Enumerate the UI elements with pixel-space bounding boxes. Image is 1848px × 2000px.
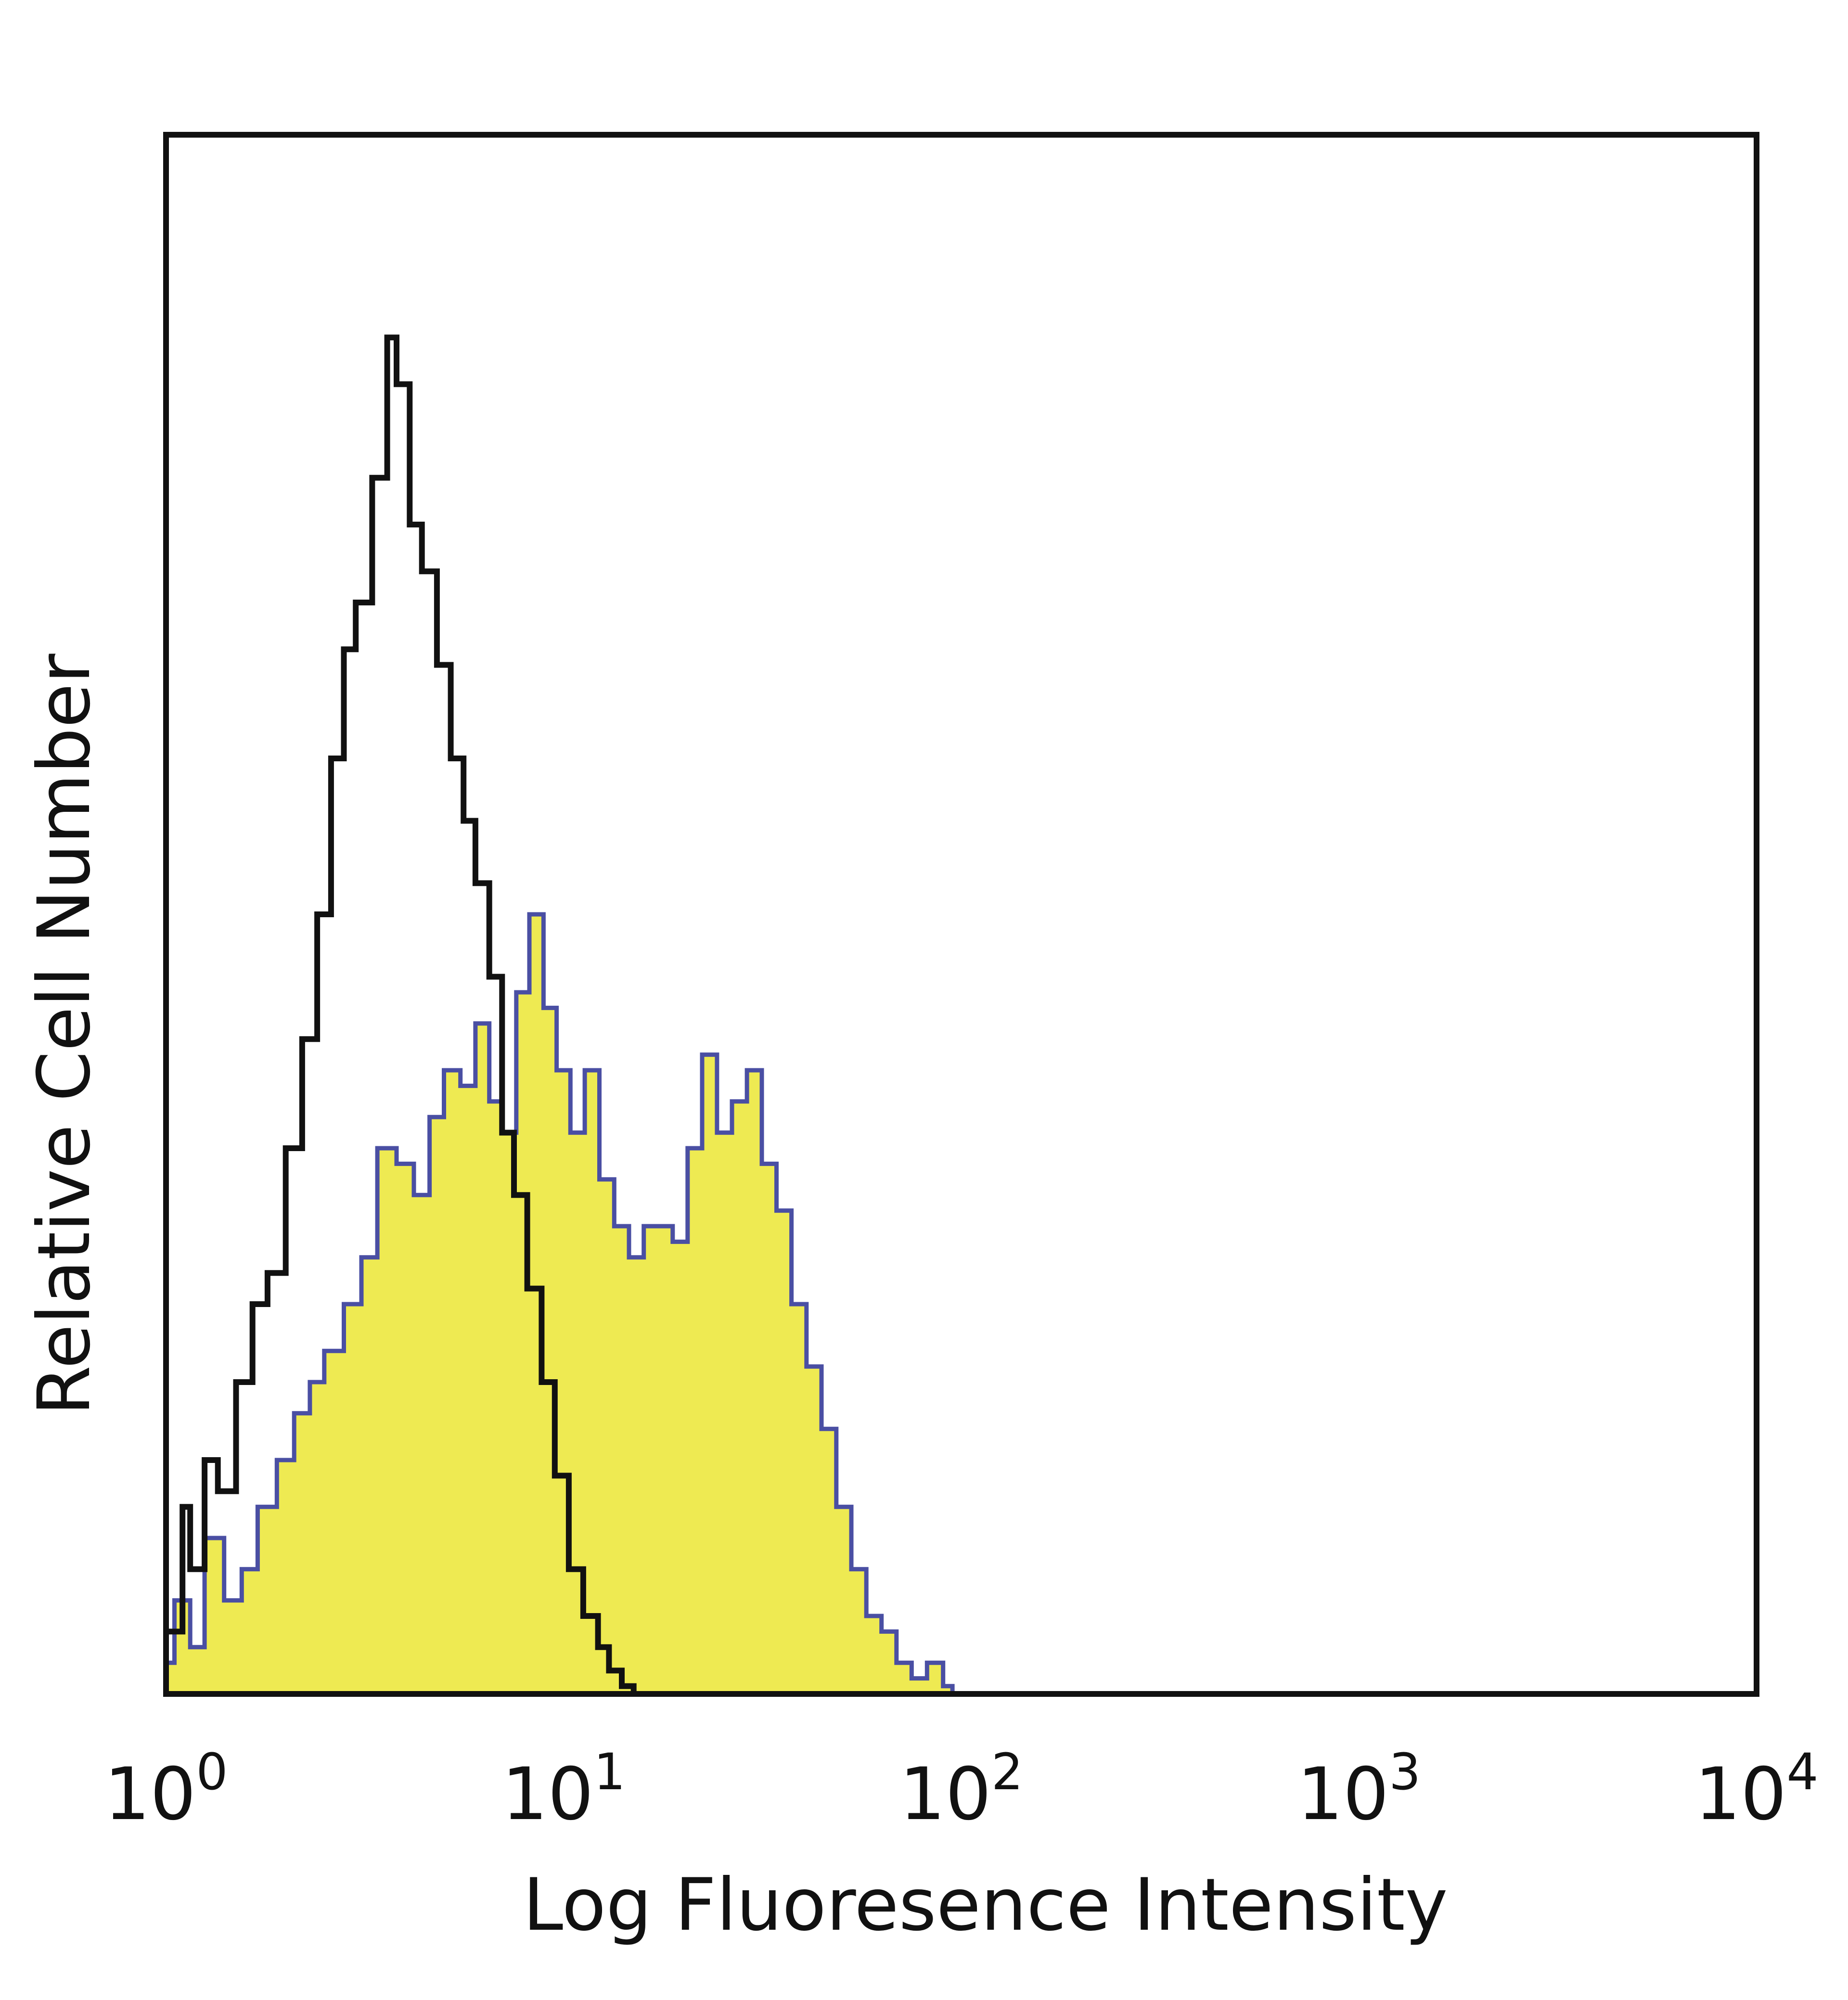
x-axis-ticks: 100 101 102 103 104: [104, 1743, 1818, 1836]
plot-area: [166, 334, 955, 1694]
y-axis-label: Relative Cell Number: [23, 654, 106, 1416]
x-tick-base: 10: [104, 1753, 196, 1836]
histogram-outline-series-1: [166, 912, 955, 1694]
x-tick-base: 10: [502, 1753, 594, 1836]
x-tick-label: 101: [502, 1743, 626, 1836]
x-tick-exponent: 3: [1389, 1743, 1421, 1801]
x-tick-label: 103: [1297, 1743, 1421, 1836]
x-tick-label: 104: [1694, 1743, 1818, 1836]
x-axis-label: Log Fluoresence Intensity: [523, 1863, 1448, 1947]
x-tick-exponent: 1: [594, 1743, 626, 1801]
x-tick-exponent: 0: [196, 1743, 228, 1801]
x-tick-label: 100: [104, 1743, 228, 1836]
x-tick-base: 10: [899, 1753, 991, 1836]
x-tick-base: 10: [1297, 1753, 1389, 1836]
histogram-outline-series-0: [166, 334, 637, 1694]
histogram-fill-series-1: [166, 914, 953, 1694]
plot-frame: [163, 132, 1759, 1697]
x-tick-base: 10: [1694, 1753, 1786, 1836]
x-tick-label: 102: [899, 1743, 1023, 1836]
x-tick-exponent: 4: [1786, 1743, 1818, 1801]
x-tick-exponent: 2: [991, 1743, 1023, 1801]
